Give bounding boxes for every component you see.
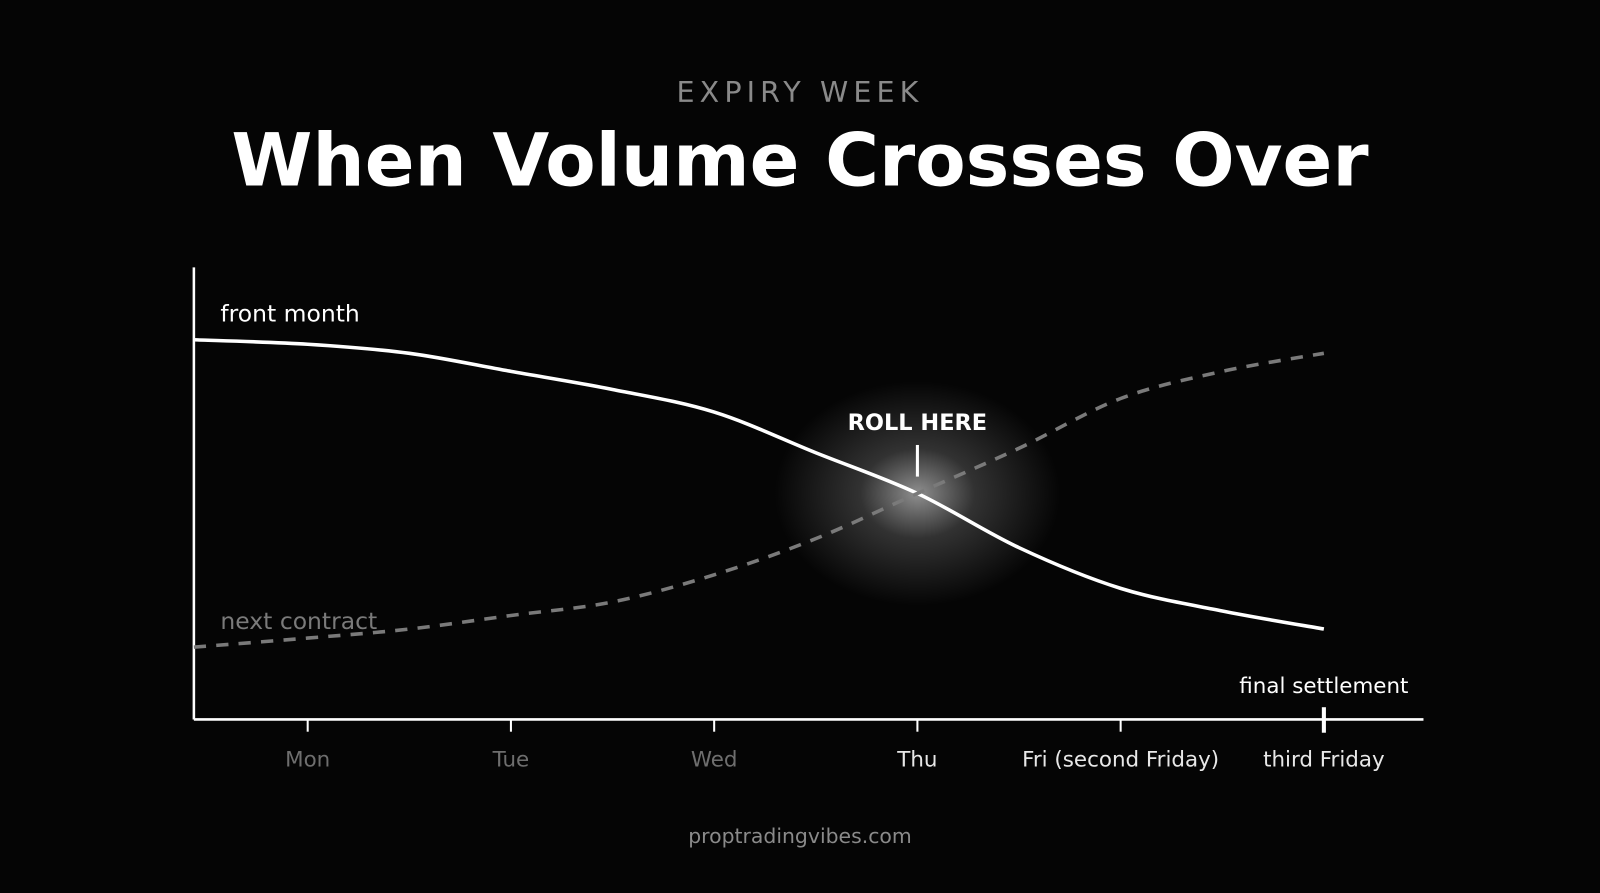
annotation: ROLL HERE — [848, 410, 987, 436]
annotation: final settlement — [1239, 674, 1408, 699]
x-tick-label: Tue — [492, 747, 530, 772]
series-label: next contract — [220, 607, 377, 635]
kicker: EXPIRY WEEK — [677, 75, 924, 109]
series-line — [193, 351, 1325, 649]
x-tick-label: Wed — [691, 747, 738, 772]
chart-title: When Volume Crosses Over — [231, 118, 1369, 203]
x-tick-label: Thu — [896, 747, 937, 772]
x-tick-label: Fri (second Friday) — [1022, 747, 1219, 772]
footer: proptradingvibes.com — [688, 824, 912, 848]
series-label: front month — [220, 300, 359, 328]
x-tick-label: third Friday — [1263, 747, 1385, 772]
x-tick-label: Mon — [285, 747, 330, 772]
series-line — [193, 337, 1325, 631]
